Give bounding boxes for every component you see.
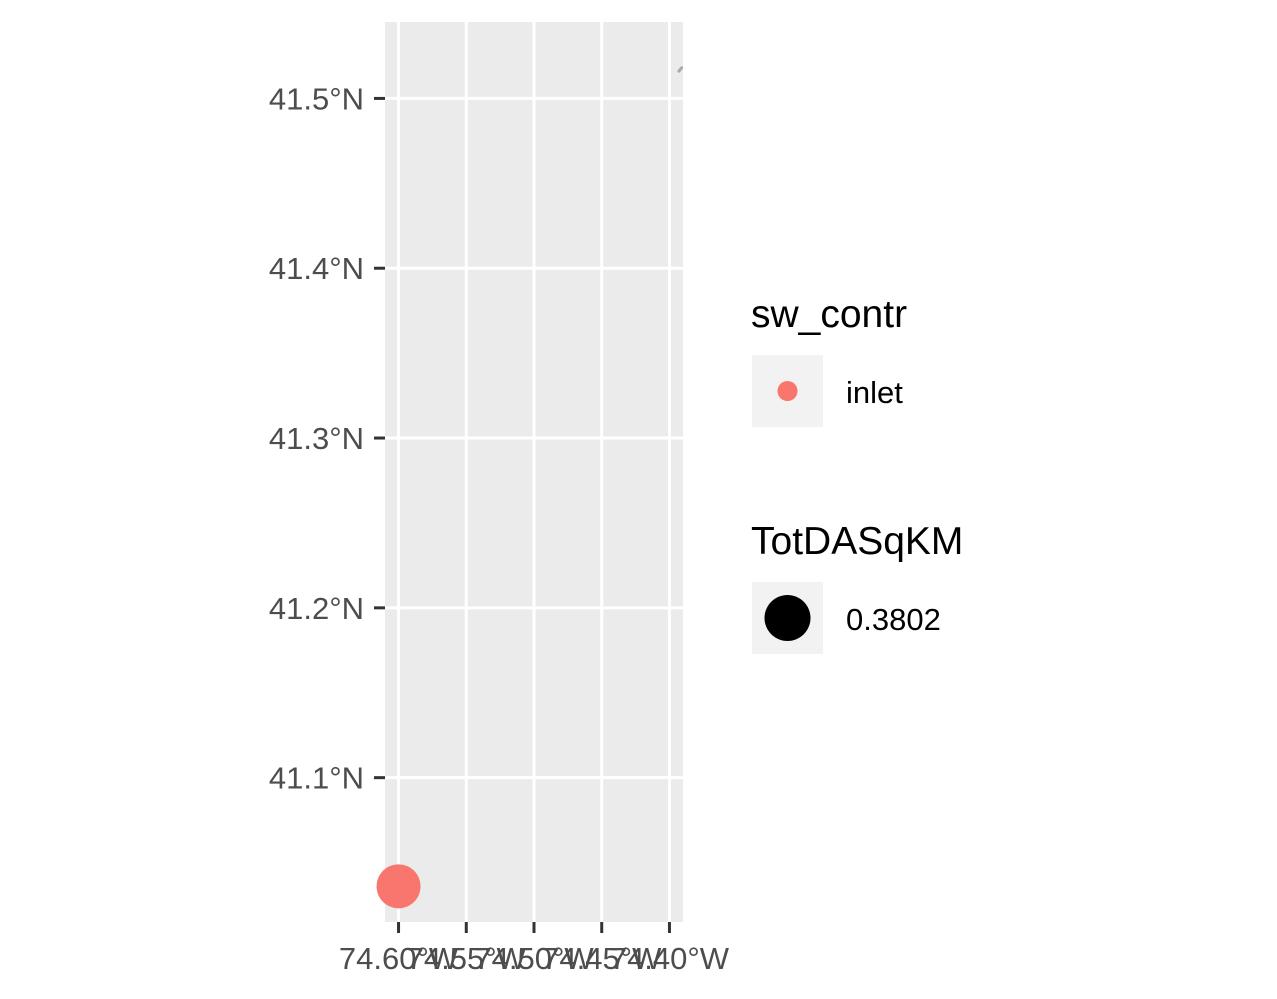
legend-color-label-inlet: inlet xyxy=(846,375,903,410)
y-axis-tick-label: 41.5°N xyxy=(269,81,364,116)
y-axis-tick-label: 41.4°N xyxy=(269,251,364,286)
y-axis: 41.1°N 41.2°N 41.3°N 41.4°N 41.5°N xyxy=(269,81,385,796)
legend-size: TotDASqKM 0.3802 xyxy=(751,520,963,654)
x-axis-tick-label: 74.60°W xyxy=(339,941,459,976)
map-point-inlet xyxy=(376,864,421,909)
x-axis-tick-label: 74.40°W xyxy=(610,941,730,976)
map-features xyxy=(376,66,684,909)
x-axis: 74.60°W74.55°W74.50°W74.45°W74.40°W xyxy=(339,922,730,976)
x-axis-tick-label: 74.45°W xyxy=(542,941,662,976)
legend-size-title: TotDASqKM xyxy=(751,520,963,563)
y-axis-tick-label: 41.1°N xyxy=(269,761,364,796)
x-axis-tick-label: 74.50°W xyxy=(474,941,594,976)
legend-color-key-inlet xyxy=(777,381,798,401)
y-axis-tick-label: 41.3°N xyxy=(269,421,364,456)
legend-color-title: sw_contr xyxy=(751,293,907,336)
legend-size-key-0-3802 xyxy=(764,595,811,641)
flowline-segment xyxy=(677,66,684,73)
legend-size-label-0-3802: 0.3802 xyxy=(846,602,941,637)
x-axis-tick-label: 74.55°W xyxy=(407,941,527,976)
grid-lines-longitude xyxy=(397,22,671,922)
grid-lines-latitude xyxy=(385,96,683,780)
legend-color: sw_contr inlet xyxy=(751,293,907,427)
y-axis-tick-label: 41.2°N xyxy=(269,591,364,626)
